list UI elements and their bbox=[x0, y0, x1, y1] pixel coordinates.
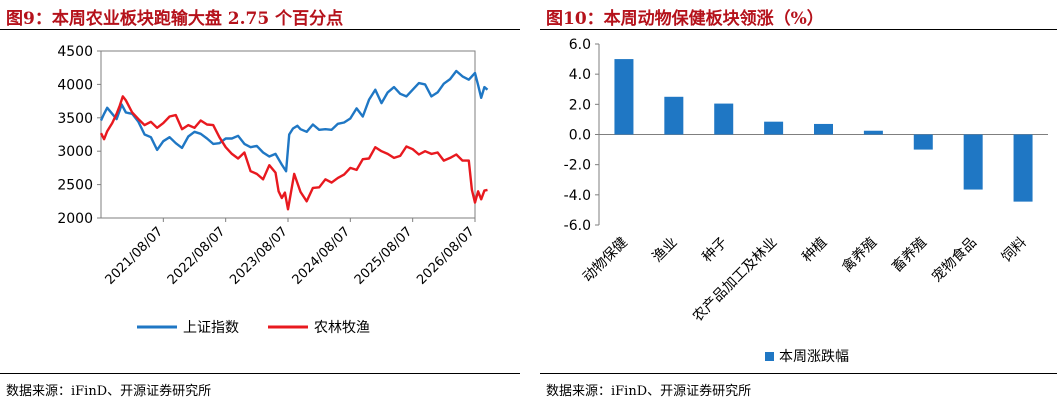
left-bottom-rule bbox=[0, 373, 520, 374]
y-tick-label: 2000 bbox=[57, 211, 93, 227]
x-category-label: 农产品加工及林业 bbox=[690, 235, 781, 326]
left-top-rule bbox=[0, 29, 520, 30]
y-tick-label: 6.0 bbox=[569, 37, 591, 53]
x-category-label: 禽养殖 bbox=[838, 234, 880, 276]
x-tick-label: 2024/08/07 bbox=[290, 224, 354, 288]
y-tick-label: 4500 bbox=[57, 44, 93, 60]
right-bottom-rule bbox=[540, 373, 1057, 374]
legend-label: 农林牧渔 bbox=[314, 320, 370, 336]
bar bbox=[863, 130, 883, 135]
x-category-label: 种植 bbox=[799, 235, 830, 266]
bar bbox=[963, 134, 983, 190]
y-tick-label: 4.0 bbox=[569, 67, 591, 83]
left-figure-title: 图9：本周农业板块跑输大盘 2.75 个百分点 bbox=[6, 9, 344, 29]
bar bbox=[1013, 134, 1033, 202]
y-tick-label: 3000 bbox=[57, 144, 93, 160]
right-figure-panel: 图10：本周动物保健板块领涨（%） 6.0 4.0 2.0 0.0 -2.0 -4.0 -6… bbox=[540, 0, 1057, 405]
x-tick-label: 2025/08/07 bbox=[352, 224, 416, 288]
right-source-note: 数据来源：iFinD、开源证券研究所 bbox=[546, 384, 752, 399]
x-category-label: 宠物食品 bbox=[928, 234, 980, 286]
x-category-label: 种子 bbox=[699, 235, 730, 266]
y-tick-label: 2.0 bbox=[569, 97, 591, 113]
x-category-label: 动物保健 bbox=[580, 235, 631, 286]
bar bbox=[814, 123, 833, 135]
series-line-sse bbox=[99, 69, 489, 173]
y-tick-label: -4.0 bbox=[564, 188, 591, 204]
y-tick-label: 0.0 bbox=[569, 128, 591, 144]
x-tick-label: 2023/08/07 bbox=[227, 224, 291, 288]
y-tick-label: -2.0 bbox=[564, 158, 591, 174]
bar bbox=[614, 59, 634, 135]
y-tick-label: 4000 bbox=[57, 77, 93, 93]
y-tick-label: 3500 bbox=[57, 111, 93, 127]
line-chart: 4500 4000 3500 3000 2500 2000 2021/08/072022/0… bbox=[57, 44, 489, 336]
x-tick-label: 2026/08/07 bbox=[414, 224, 478, 288]
bar bbox=[664, 96, 684, 135]
x-category-label: 畜养殖 bbox=[888, 234, 930, 276]
x-tick-label: 2021/08/07 bbox=[103, 224, 167, 288]
x-category-label: 饲料 bbox=[999, 235, 1030, 266]
x-tick-label: 2022/08/07 bbox=[165, 224, 229, 288]
right-figure-title: 图10：本周动物保健板块领涨（%） bbox=[546, 9, 824, 29]
x-category-label: 渔业 bbox=[650, 235, 681, 266]
bar bbox=[764, 121, 784, 135]
legend-label: 上证指数 bbox=[183, 320, 239, 336]
bar bbox=[714, 103, 734, 135]
left-figure-panel: 图9：本周农业板块跑输大盘 2.75 个百分点 4500 4000 3500 3000… bbox=[0, 0, 520, 405]
legend-swatch bbox=[765, 352, 774, 361]
right-top-rule bbox=[540, 29, 1057, 30]
y-tick-label: -6.0 bbox=[564, 218, 591, 234]
left-source-note: 数据来源：iFinD、开源证券研究所 bbox=[6, 384, 212, 399]
legend-label: 本周涨跌幅 bbox=[779, 349, 849, 365]
bar bbox=[913, 134, 933, 150]
series-line-agri bbox=[99, 95, 488, 211]
y-tick-label: 2500 bbox=[57, 178, 93, 194]
